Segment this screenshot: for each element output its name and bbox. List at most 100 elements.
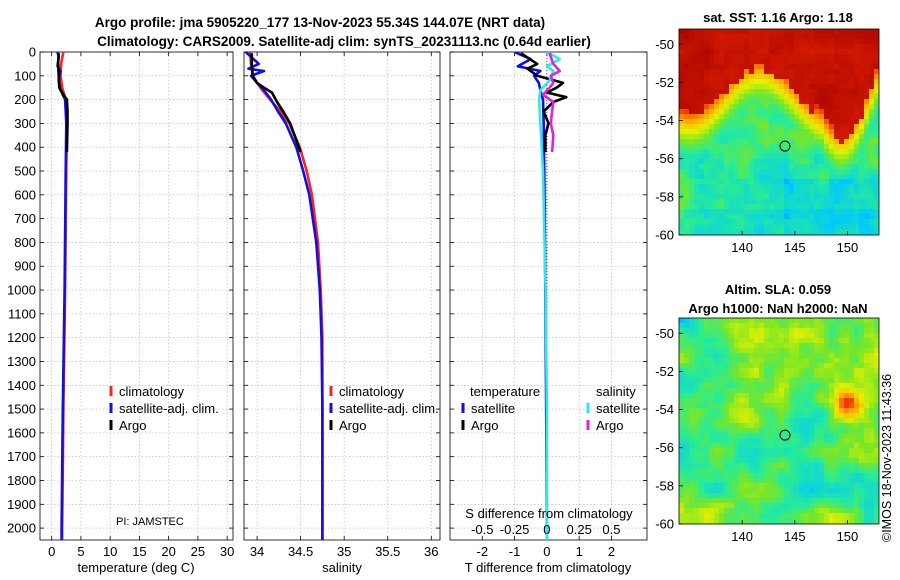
heatmap-cell	[704, 323, 710, 329]
heatmap-cell	[724, 44, 730, 50]
heatmap-cell	[769, 388, 775, 394]
heatmap-cell	[679, 443, 685, 449]
heatmap-cell	[859, 328, 865, 334]
heatmap-cell	[734, 323, 740, 329]
heatmap-cell	[679, 473, 685, 479]
heatmap-cell	[684, 333, 690, 339]
heatmap-cell	[744, 149, 750, 155]
heatmap-cell	[709, 234, 715, 235]
heatmap-cell	[744, 383, 750, 389]
heatmap-cell	[789, 388, 795, 394]
heatmap-cell	[844, 503, 850, 509]
heatmap-cell	[714, 328, 720, 334]
heatmap-cell	[729, 358, 735, 364]
heatmap-cell	[684, 154, 690, 160]
heatmap-cell	[679, 523, 685, 524]
heatmap-cell	[869, 513, 875, 519]
heatmap-cell	[794, 89, 800, 95]
heatmap-cell	[729, 503, 735, 509]
heatmap-cell	[799, 353, 805, 359]
heatmap-cell	[739, 508, 745, 514]
heatmap-cell	[854, 79, 860, 85]
heatmap-cell	[769, 84, 775, 90]
heatmap-cell	[864, 363, 870, 369]
heatmap-cell	[799, 513, 805, 519]
heatmap-cell	[684, 229, 690, 235]
heatmap-cell	[804, 184, 810, 190]
heatmap-cell	[819, 134, 825, 140]
heatmap-cell	[709, 189, 715, 195]
heatmap-cell	[679, 99, 685, 105]
heatmap-cell	[699, 403, 705, 409]
heatmap-cell	[739, 174, 745, 180]
heatmap-cell	[814, 338, 820, 344]
heatmap-cell	[814, 44, 820, 50]
heatmap-cell	[829, 463, 835, 469]
heatmap-cell	[739, 219, 745, 225]
heatmap-cell	[774, 428, 780, 434]
heatmap-cell	[739, 468, 745, 474]
heatmap-cell	[694, 378, 700, 384]
heatmap-cell	[834, 64, 840, 70]
heatmap-cell	[824, 204, 830, 210]
heatmap-cell	[769, 74, 775, 80]
heatmap-cell	[864, 358, 870, 364]
heatmap-cell	[799, 114, 805, 120]
heatmap-cell	[869, 179, 875, 185]
heatmap-cell	[774, 189, 780, 195]
heatmap-cell	[774, 513, 780, 519]
heatmap-cell	[844, 99, 850, 105]
heatmap-cell	[709, 149, 715, 155]
heatmap-cell	[729, 204, 735, 210]
heatmap-cell	[684, 478, 690, 484]
heatmap-cell	[869, 139, 875, 145]
figure-title-line2: Climatology: CARS2009. Satellite-adj cli…	[97, 34, 591, 49]
heatmap-cell	[849, 433, 855, 439]
x-tick-label: 25	[191, 544, 205, 559]
heatmap-cell	[724, 219, 730, 225]
heatmap-cell	[749, 443, 755, 449]
heatmap-cell	[834, 144, 840, 150]
heatmap-cell	[759, 119, 765, 125]
heatmap-cell	[844, 224, 850, 230]
heatmap-cell	[784, 164, 790, 170]
heatmap-cell	[729, 44, 735, 50]
heatmap-cell	[779, 89, 785, 95]
heatmap-cell	[794, 109, 800, 115]
heatmap-cell	[829, 523, 835, 524]
heatmap-cell	[709, 69, 715, 75]
heatmap-cell	[794, 348, 800, 354]
heatmap-cell	[764, 428, 770, 434]
heatmap-cell	[864, 518, 870, 524]
heatmap-cell	[809, 94, 815, 100]
heatmap-cell	[809, 408, 815, 414]
heatmap-cell	[699, 418, 705, 424]
heatmap-cell	[789, 523, 795, 524]
heatmap-cell	[849, 99, 855, 105]
heatmap-cell	[754, 378, 760, 384]
heatmap-cell	[774, 179, 780, 185]
heatmap-cell	[864, 333, 870, 339]
heatmap-cell	[829, 493, 835, 499]
heatmap-cell	[679, 119, 685, 125]
heatmap-cell	[809, 458, 815, 464]
heatmap-cell	[839, 508, 845, 514]
heatmap-cell	[749, 129, 755, 135]
heatmap-cell	[869, 59, 875, 65]
heatmap-cell	[764, 438, 770, 444]
heatmap-cell	[759, 29, 765, 35]
heatmap-cell	[869, 49, 875, 55]
heatmap-cell	[789, 503, 795, 509]
heatmap-cell	[689, 418, 695, 424]
heatmap-cell	[744, 413, 750, 419]
heatmap-cell	[804, 219, 810, 225]
heatmap-cell	[789, 428, 795, 434]
heatmap-cell	[749, 408, 755, 414]
heatmap-cell	[864, 328, 870, 334]
heatmap-cell	[809, 403, 815, 409]
heatmap-cell	[804, 69, 810, 75]
heatmap-cell	[744, 468, 750, 474]
heatmap-cell	[769, 214, 775, 220]
heatmap-cell	[769, 348, 775, 354]
heatmap-cell	[704, 388, 710, 394]
